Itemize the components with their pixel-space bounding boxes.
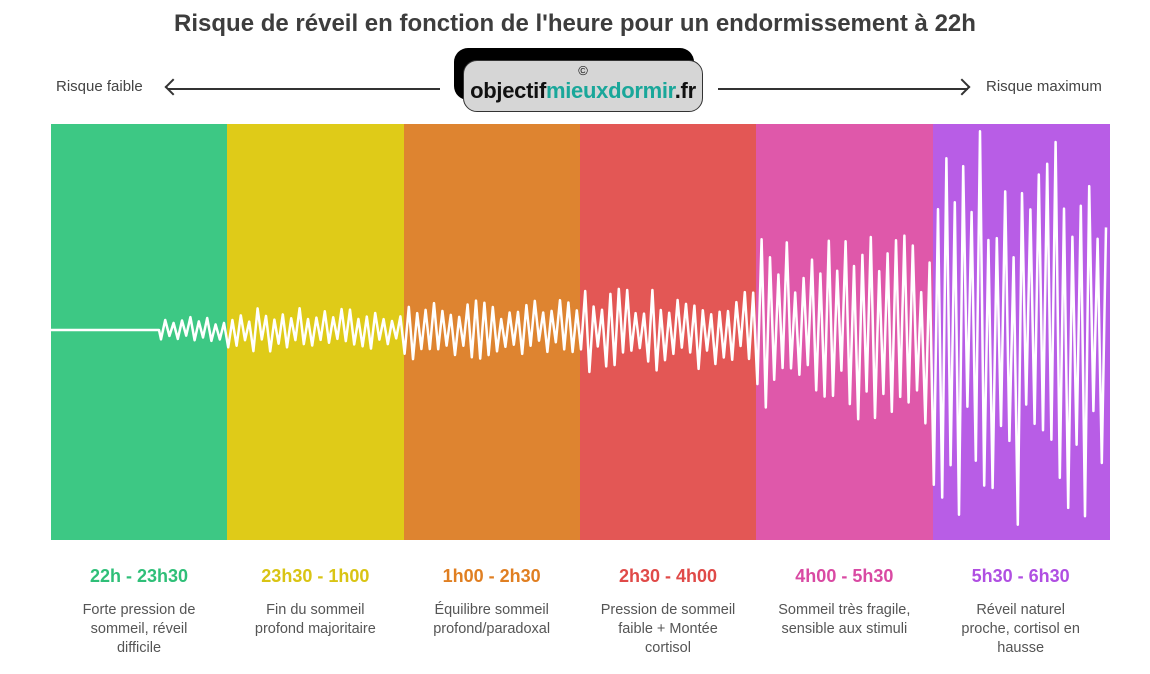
infographic-title: Risque de réveil en fonction de l'heure …	[174, 10, 976, 37]
band-period-5	[756, 124, 934, 540]
period-3: 1h00 - 2h30 Équilibre sommeil profond/par…	[404, 566, 580, 639]
period-6: 5h30 - 6h30 Réveil naturel proche, cortis…	[933, 566, 1109, 658]
period-range: 4h00 - 5h30	[795, 566, 894, 586]
period-2: 23h30 - 1h00 Fin du sommeil profond major…	[227, 566, 403, 639]
period-5: 4h00 - 5h30 Sommeil très fragile, sensibl…	[756, 566, 932, 639]
period-1: 22h - 23h30 Forte pression de sommeil, ré…	[51, 566, 227, 658]
risk-chart	[51, 124, 1110, 540]
high-risk-label: Risque maximum	[986, 78, 1102, 95]
period-range: 23h30 - 1h00	[261, 566, 370, 586]
period-range: 1h00 - 2h30	[442, 566, 541, 586]
left-arrow-line	[168, 88, 440, 90]
period-range: 2h30 - 4h00	[618, 566, 718, 586]
logo: © objectifmieuxdormir.fr	[454, 48, 704, 114]
waveform-line	[51, 129, 1108, 526]
period-description: Sommeil très fragile, sensible aux stimu…	[778, 602, 911, 637]
period-description: Forte pression de sommeil, réveil diffic…	[82, 602, 196, 656]
period-description: Équilibre sommeil profond/paradoxal	[433, 602, 551, 637]
arrow-right-icon	[953, 78, 971, 96]
arrow-left-icon	[164, 78, 182, 96]
period-description: Réveil naturel proche, cortisol en hauss…	[961, 602, 1080, 656]
period-description: Pression de sommeil faible + Montée cort…	[600, 602, 736, 656]
band-period-3	[403, 124, 581, 540]
period-4: 2h30 - 4h00 Pression de sommeil faible + …	[580, 566, 756, 658]
period-description: Fin du sommeil profond majoritaire	[254, 602, 376, 637]
right-arrow-line	[718, 88, 968, 90]
period-range: 22h - 23h30	[89, 566, 189, 586]
wake-risk-waveform	[51, 129, 1108, 526]
copyright-symbol: ©	[578, 63, 588, 78]
band-period-1	[51, 124, 229, 540]
low-risk-label: Risque faible	[56, 78, 143, 95]
period-range: 5h30 - 6h30	[971, 566, 1070, 586]
band-period-2	[227, 124, 405, 540]
